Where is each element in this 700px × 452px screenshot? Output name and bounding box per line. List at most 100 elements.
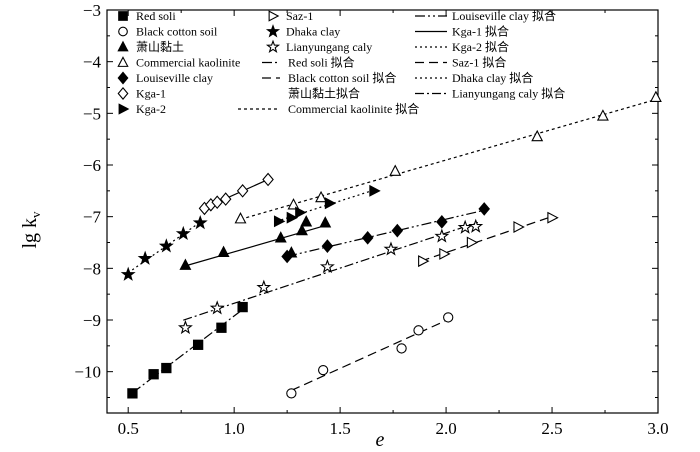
data-point bbox=[383, 241, 399, 256]
y-tick-label: −8 bbox=[83, 259, 101, 278]
data-point bbox=[120, 266, 136, 281]
legend-fit-label: Saz-1 拟合 bbox=[452, 55, 506, 70]
data-point bbox=[286, 388, 297, 399]
plot-area bbox=[106, 9, 659, 414]
data-point bbox=[234, 212, 247, 224]
y-tick-label: −6 bbox=[83, 156, 101, 175]
data-point bbox=[192, 339, 204, 350]
data-point bbox=[457, 219, 473, 234]
legend-label: Lianyungang caly bbox=[286, 40, 372, 54]
data-point bbox=[369, 184, 381, 197]
data-point bbox=[315, 190, 328, 203]
x-axis-label: e bbox=[376, 429, 385, 451]
legend-label: Saz-1 bbox=[286, 9, 313, 23]
data-point bbox=[148, 369, 159, 380]
data-point bbox=[361, 231, 374, 245]
x-tick-label: 2.5 bbox=[541, 419, 562, 438]
data-point bbox=[296, 223, 308, 236]
legend-marker bbox=[117, 56, 129, 67]
fit-line bbox=[132, 307, 246, 394]
data-point bbox=[321, 239, 334, 253]
data-point bbox=[513, 221, 525, 233]
data-point bbox=[649, 90, 662, 103]
y-axis-label: lg kv bbox=[19, 211, 43, 249]
data-point bbox=[413, 325, 424, 336]
data-point bbox=[300, 215, 313, 227]
data-point bbox=[443, 312, 454, 323]
legend-label: 萧山黏土 bbox=[136, 40, 184, 54]
legend-marker bbox=[118, 103, 130, 115]
y-axis-label-main: lg k bbox=[19, 218, 41, 249]
data-point bbox=[236, 183, 249, 198]
data-point bbox=[324, 197, 337, 210]
y-tick-label: −9 bbox=[83, 311, 101, 330]
x-tick-label: 1.5 bbox=[329, 419, 350, 438]
data-point bbox=[273, 215, 286, 228]
data-point bbox=[478, 202, 491, 216]
data-point bbox=[217, 245, 230, 258]
data-point bbox=[216, 322, 227, 333]
data-point bbox=[547, 211, 559, 224]
data-point bbox=[389, 164, 402, 176]
legend-marker bbox=[117, 71, 129, 85]
data-point bbox=[287, 198, 300, 210]
x-tick-label: 1.0 bbox=[224, 419, 245, 438]
data-point bbox=[137, 250, 153, 265]
data-point bbox=[262, 172, 274, 187]
legend-fit-label: Red soli 拟合 bbox=[288, 55, 355, 70]
x-tick-label: 0.5 bbox=[118, 419, 139, 438]
legend-fit-label: Kga-2 拟合 bbox=[452, 39, 509, 54]
data-point bbox=[161, 362, 172, 374]
data-point bbox=[319, 216, 332, 228]
data-point bbox=[391, 223, 404, 238]
legend-label: Red soli bbox=[136, 9, 176, 23]
fit-line bbox=[420, 215, 553, 262]
data-point bbox=[274, 231, 287, 243]
legend-label: Commercial kaolinite bbox=[136, 56, 240, 70]
data-markers bbox=[120, 90, 662, 399]
data-point bbox=[237, 301, 248, 313]
legend-marker bbox=[118, 26, 128, 37]
data-point bbox=[468, 218, 484, 233]
fit-line bbox=[240, 98, 659, 220]
legend-marker bbox=[265, 39, 281, 54]
legend-marker bbox=[117, 87, 129, 100]
y-tick-label: −3 bbox=[83, 1, 101, 20]
legend-fit-label: Black cotton soil 拟合 bbox=[288, 70, 396, 85]
data-point bbox=[209, 300, 225, 315]
data-point bbox=[211, 195, 223, 210]
data-point bbox=[318, 364, 329, 376]
data-point bbox=[256, 279, 272, 294]
legend-label: Black cotton soil bbox=[136, 25, 218, 39]
legend-fit-label: Louiseville clay 拟合 bbox=[452, 8, 556, 23]
data-point bbox=[281, 249, 293, 264]
legend-fit-label: Commercial kaolinite 拟合 bbox=[288, 101, 419, 116]
legend-label: Dhaka clay bbox=[286, 25, 340, 39]
legend-marker bbox=[118, 11, 128, 21]
legend-label: Louiseville clay bbox=[136, 71, 213, 85]
y-tick-label: −10 bbox=[74, 363, 101, 382]
data-point bbox=[192, 215, 208, 230]
data-point bbox=[396, 343, 407, 354]
data-point bbox=[466, 236, 479, 249]
data-point bbox=[439, 247, 451, 260]
y-tick-label: −7 bbox=[83, 208, 102, 227]
y-tick-label: −4 bbox=[83, 53, 102, 72]
data-point bbox=[434, 228, 450, 243]
data-point bbox=[418, 255, 430, 268]
y-tick-label: −5 bbox=[83, 104, 101, 123]
data-point bbox=[158, 238, 174, 253]
legend-marker bbox=[268, 10, 280, 22]
data-point bbox=[127, 388, 138, 399]
data-point bbox=[177, 319, 193, 335]
data-point bbox=[286, 211, 299, 224]
data-point bbox=[219, 192, 232, 206]
legend-fit-label: Dhaka clay 拟合 bbox=[452, 70, 533, 85]
y-axis-label-subscript: v bbox=[28, 211, 43, 218]
legend-label: Kga-2 bbox=[136, 102, 166, 116]
fit-line bbox=[291, 318, 451, 391]
x-tick-label: 2.0 bbox=[435, 419, 456, 438]
plot-frame bbox=[106, 9, 659, 414]
